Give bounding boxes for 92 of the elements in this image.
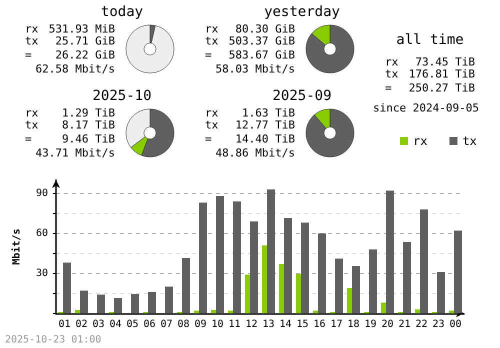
y-tick-label: 30 [36, 268, 48, 279]
x-tick-label: 11 [228, 318, 241, 330]
bar [284, 218, 292, 314]
x-tick-label: 22 [415, 318, 428, 330]
bar [250, 221, 258, 314]
text: rx 1.63 TiB [205, 106, 295, 120]
x-tick-label: 18 [347, 318, 360, 330]
y-axis-title: Mbit/s [10, 228, 22, 265]
bar [313, 310, 318, 314]
x-tick-label: 20 [381, 318, 394, 330]
x-tick-label: 21 [398, 318, 411, 330]
x-tick-label: 05 [126, 318, 139, 330]
bar [369, 249, 377, 314]
bar [80, 290, 88, 314]
text: all time [396, 32, 464, 48]
x-tick-label: 14 [279, 318, 292, 330]
x-tick-label: 01 [58, 318, 71, 330]
bar [199, 202, 207, 314]
bar [415, 309, 420, 314]
x-tick-label: 13 [262, 318, 275, 330]
text: = 14.40 TiB [205, 132, 295, 146]
text: rx 1.29 TiB [25, 106, 115, 120]
bar [347, 288, 352, 314]
bar [381, 302, 386, 314]
bar [262, 245, 267, 314]
x-tick-label: 15 [296, 318, 309, 330]
x-tick-label: 03 [92, 318, 105, 330]
bar [75, 310, 80, 314]
bar [335, 258, 343, 314]
bar [233, 201, 241, 314]
x-tick-label: 16 [313, 318, 326, 330]
x-tick-label: 07 [160, 318, 173, 330]
chart-title: yesterday [264, 4, 340, 20]
bar [131, 294, 139, 314]
text: rx 531.93 MiB [25, 22, 116, 36]
bar [245, 274, 250, 314]
bar [267, 189, 275, 314]
bar [228, 310, 233, 314]
text: tx 12.77 TiB [205, 118, 295, 132]
x-tick-label: 02 [75, 318, 88, 330]
text: tx 503.37 GiB [205, 34, 296, 48]
x-tick-label: 17 [330, 318, 343, 330]
text: 58.03 Mbit/s [216, 62, 295, 76]
text: = 583.67 GiB [205, 48, 295, 62]
text: = 9.46 TiB [25, 132, 115, 146]
bar [437, 272, 445, 314]
chart-title: 2025-09 [272, 88, 332, 104]
bar [114, 298, 122, 314]
y-tick-label: 90 [36, 188, 48, 199]
text: = 26.22 GiB [25, 48, 115, 62]
text: = 250.27 TiB [385, 82, 475, 94]
bar [182, 258, 190, 314]
x-tick-label: 23 [432, 318, 445, 330]
bar [194, 310, 199, 314]
bar [148, 292, 156, 314]
legend-label: tx [462, 134, 477, 148]
x-tick-label: 10 [211, 318, 224, 330]
text: 62.58 Mbit/s [36, 62, 115, 76]
bar [279, 264, 284, 314]
text: 48.86 Mbit/s [216, 146, 295, 160]
text: since 2024-09-05 [373, 102, 479, 114]
chart-title: 2025-10 [92, 88, 152, 104]
text: 2025-10-23 01:00 [5, 334, 102, 346]
bar [211, 310, 216, 314]
text: tx 176.81 TiB [385, 68, 476, 80]
text: tx 8.17 TiB [25, 118, 115, 132]
bar [352, 266, 360, 314]
text: tx 25.71 GiB [25, 34, 115, 48]
bar [318, 233, 326, 314]
x-tick-label: 04 [109, 318, 122, 330]
bar [296, 274, 301, 314]
x-tick-label: 19 [364, 318, 377, 330]
bar [403, 242, 411, 314]
x-tick-label: 00 [449, 318, 462, 330]
bar [165, 286, 173, 314]
text: rx 73.45 TiB [385, 56, 475, 68]
text: rx 80.30 GiB [205, 22, 295, 36]
bar [97, 294, 105, 314]
y-tick-label: 60 [36, 228, 48, 239]
x-tick-label: 06 [143, 318, 156, 330]
bar [449, 310, 454, 314]
bar [386, 190, 394, 314]
x-tick-label: 12 [245, 318, 258, 330]
text: 43.71 Mbit/s [36, 146, 115, 160]
x-tick-label: 09 [194, 318, 207, 330]
bar [63, 262, 71, 314]
bar [420, 209, 428, 314]
bar [301, 222, 309, 314]
bar [216, 196, 224, 314]
legend-label: rx [413, 134, 428, 148]
x-tick-label: 08 [177, 318, 190, 330]
chart-title: today [100, 4, 144, 20]
